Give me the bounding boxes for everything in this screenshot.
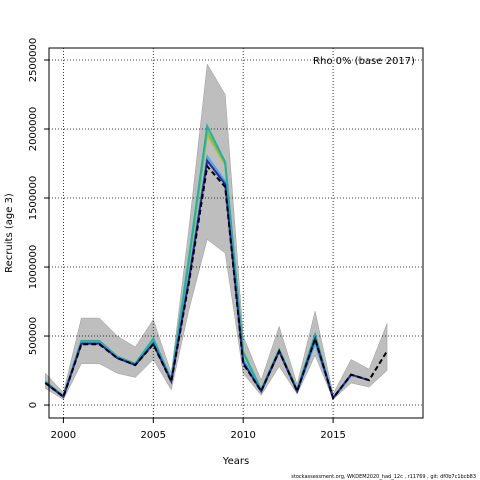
series-line [44,163,388,401]
y-tick-label: 2500000 [28,38,39,83]
y-tick-label: 500000 [28,317,39,355]
x-tick-label: 2005 [141,430,166,441]
plot-frame [48,47,424,419]
confidence-band [45,63,388,400]
x-tick-label: 2000 [51,430,76,441]
y-tick-label: 1000000 [28,245,39,290]
annotation: Rho 0% (base 2017) [313,56,415,67]
y-tick-label: 1500000 [28,176,39,221]
y-tick-label: 2000000 [28,107,39,152]
y-axis-label: Recruits (age 3) [4,193,15,273]
x-axis-label: Years [222,456,249,467]
footer: stockassessment.org, WKDEM2020_had_12c ,… [291,474,476,480]
y-tick-label: 0 [28,402,39,408]
x-tick-label: 2015 [320,430,345,441]
x-tick-label: 2010 [230,430,255,441]
